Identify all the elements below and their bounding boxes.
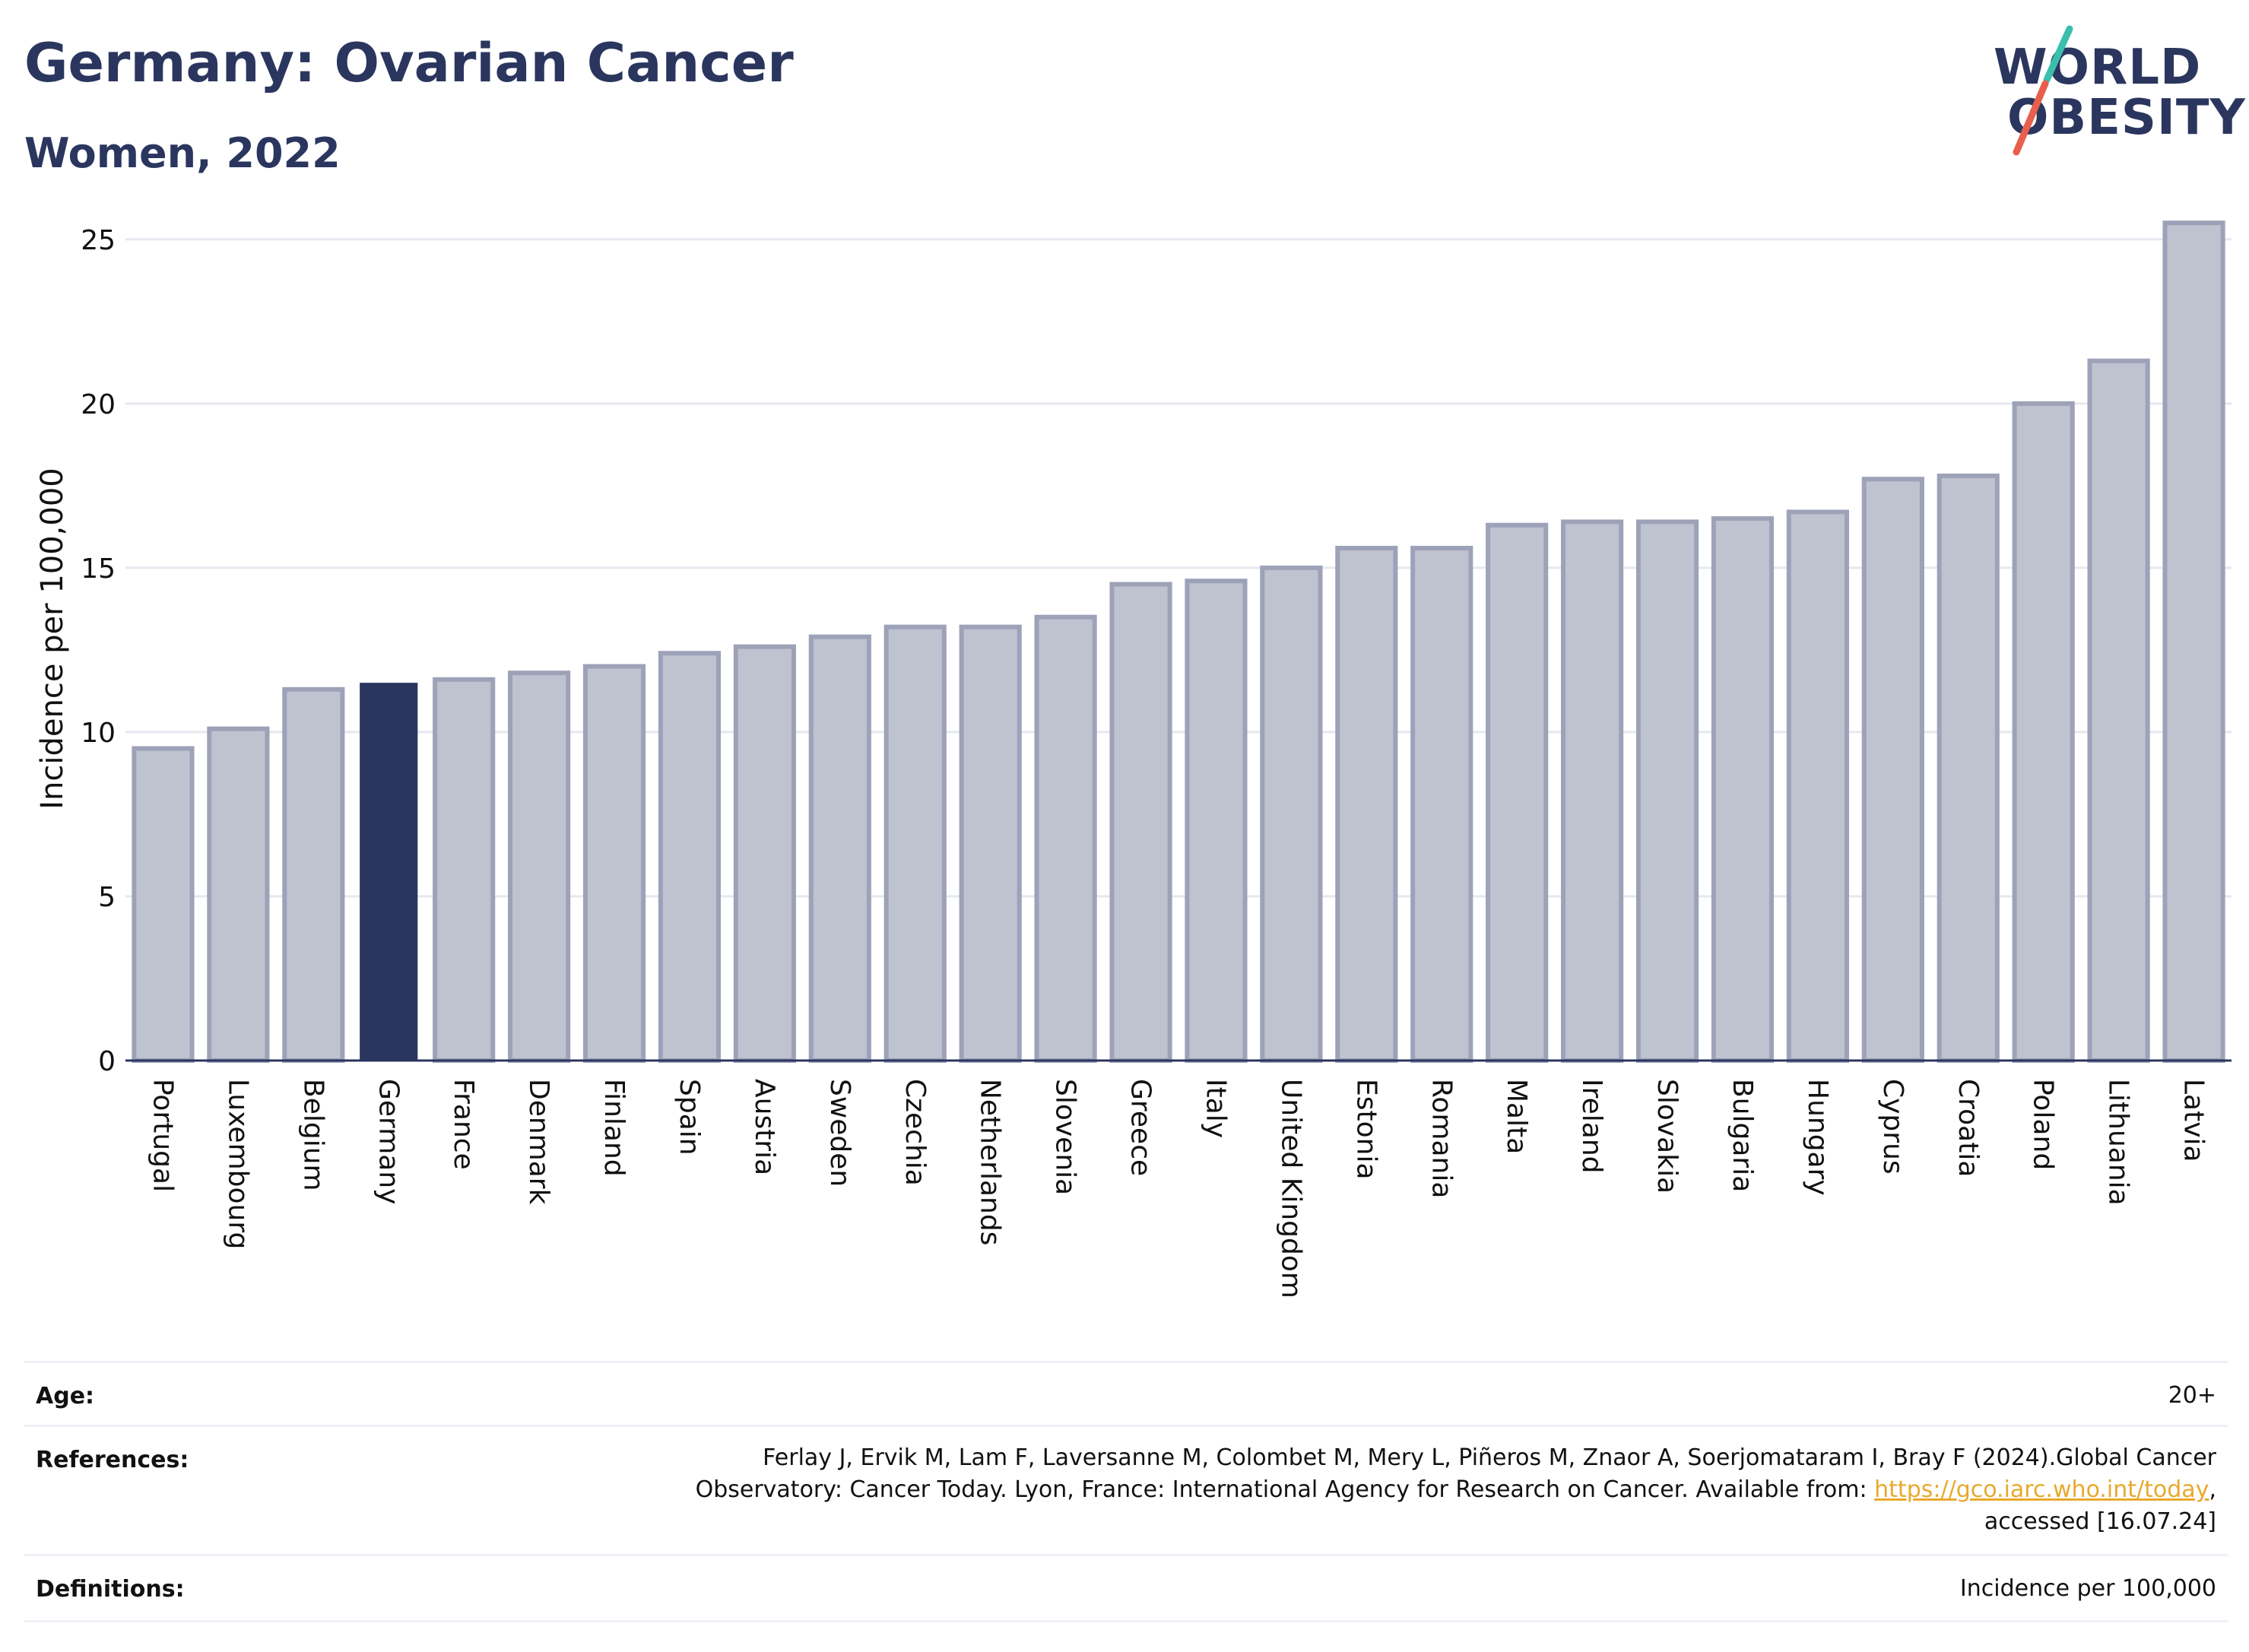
x-tick-label: Lithuania	[2103, 1079, 2134, 1206]
meta-row-references: References: Ferlay J, Ervik M, Lam F, La…	[24, 1425, 2228, 1556]
bar-bulgaria	[1711, 516, 1775, 1063]
x-tick-label: Slovenia	[1050, 1079, 1081, 1195]
bar-greece	[1109, 582, 1172, 1063]
x-tick-label: Croatia	[1952, 1079, 1984, 1177]
y-tick-label: 15	[81, 553, 116, 585]
x-tick-label: Spain	[674, 1079, 705, 1156]
bar-czechia	[883, 624, 947, 1063]
x-tick-label: United Kingdom	[1275, 1079, 1306, 1298]
x-tick-label: Bulgaria	[1727, 1079, 1758, 1192]
bar-chart: 0 5 10 15 20 25 Portugal Luxembourg Belgium Germ…	[35, 220, 2232, 1298]
references-line2-text: Observatory: Cancer Today. Lyon, France:…	[695, 1476, 1875, 1503]
bar-romania	[1410, 545, 1473, 1063]
meta-row-age: Age: 20+	[24, 1361, 2228, 1427]
x-tick-label: Romania	[1426, 1079, 1457, 1198]
references-link[interactable]: https://gco.iarc.who.int/today	[1874, 1476, 2209, 1503]
chart-subtitle: Women, 2022	[24, 129, 341, 177]
x-tick-label: Greece	[1125, 1079, 1156, 1176]
x-tick-label: Finland	[598, 1079, 630, 1177]
x-tick-label: Malta	[1501, 1079, 1532, 1154]
x-tick-label: Germany	[373, 1079, 404, 1204]
bar-austria	[733, 644, 796, 1063]
bar-hungary	[1786, 509, 1849, 1063]
meta-row-definitions: Definitions: Incidence per 100,000	[24, 1554, 2228, 1622]
bar-germany	[360, 683, 418, 1061]
definitions-label: Definitions:	[36, 1576, 185, 1603]
bar-sweden	[808, 634, 871, 1063]
x-tick-label: Denmark	[523, 1079, 554, 1205]
age-label: Age:	[36, 1383, 95, 1409]
references-value: Ferlay J, Ervik M, Lam F, Laversanne M, …	[696, 1442, 2216, 1538]
world-obesity-logo: WORLD OBESITY	[1984, 23, 2245, 160]
bar-slovenia	[1034, 614, 1097, 1063]
references-label: References:	[36, 1447, 189, 1473]
bar-finland	[582, 664, 646, 1063]
x-tick-label: Slovakia	[1651, 1079, 1683, 1194]
bar-denmark	[508, 671, 571, 1063]
bar-luxembourg	[207, 726, 270, 1063]
x-tick-label: Belgium	[297, 1079, 328, 1191]
logo-slash-icon	[2013, 25, 2073, 156]
references-line2-suffix: ,	[2209, 1476, 2216, 1503]
bar-portugal	[132, 746, 195, 1064]
bar-poland	[2012, 401, 2075, 1063]
x-tick-label: Ireland	[1576, 1079, 1607, 1174]
y-tick-label: 5	[98, 882, 116, 913]
y-tick-label: 10	[81, 718, 116, 749]
x-tick-label: Hungary	[1802, 1079, 1833, 1196]
x-axis-labels: Portugal Luxembourg Belgium Germany France De…	[147, 1079, 2209, 1298]
bar-slovakia	[1635, 519, 1699, 1063]
y-axis-ticks: 0 5 10 15 20 25	[81, 225, 116, 1077]
x-tick-label: Italy	[1200, 1079, 1231, 1138]
y-tick-label: 25	[81, 225, 116, 256]
bar-spain	[658, 651, 722, 1063]
x-tick-label: Latvia	[2178, 1079, 2209, 1162]
bar-belgium	[282, 686, 345, 1063]
bar-lithuania	[2087, 358, 2150, 1063]
bar-france	[433, 677, 496, 1064]
logo-line1: WORLD	[1994, 40, 2202, 96]
x-tick-label: Estonia	[1350, 1079, 1381, 1180]
bars	[132, 220, 2225, 1064]
x-tick-label: Portugal	[147, 1079, 178, 1192]
x-tick-label: Cyprus	[1877, 1079, 1908, 1175]
x-tick-label: Austria	[749, 1079, 780, 1175]
bar-italy	[1185, 579, 1248, 1063]
x-tick-label: Netherlands	[975, 1079, 1006, 1245]
bar-estonia	[1335, 545, 1398, 1063]
chart-title: Germany: Ovarian Cancer	[24, 32, 794, 94]
bar-croatia	[1937, 473, 2000, 1064]
age-value: 20+	[2168, 1382, 2216, 1409]
references-line1: Ferlay J, Ervik M, Lam F, Laversanne M, …	[763, 1444, 2216, 1471]
bar-malta	[1486, 522, 1549, 1063]
x-tick-label: Czechia	[899, 1079, 931, 1186]
bar-latvia	[2162, 220, 2225, 1064]
bar-united-kingdom	[1260, 565, 1323, 1063]
bar-cyprus	[1861, 477, 1924, 1063]
definitions-value: Incidence per 100,000	[1959, 1575, 2216, 1602]
y-axis-title: Incidence per 100,000	[35, 468, 70, 810]
logo-line2: OBESITY	[2007, 90, 2246, 146]
bar-netherlands	[959, 624, 1022, 1063]
references-line3: accessed [16.07.24]	[1984, 1508, 2216, 1535]
x-tick-label: France	[448, 1079, 479, 1170]
x-tick-label: Sweden	[824, 1079, 855, 1187]
bar-ireland	[1561, 519, 1624, 1063]
references-line2: Observatory: Cancer Today. Lyon, France:…	[696, 1474, 2216, 1506]
x-tick-label: Poland	[2028, 1079, 2059, 1170]
y-tick-label: 0	[98, 1046, 116, 1077]
x-tick-label: Luxembourg	[222, 1079, 253, 1249]
y-tick-label: 20	[81, 389, 116, 420]
